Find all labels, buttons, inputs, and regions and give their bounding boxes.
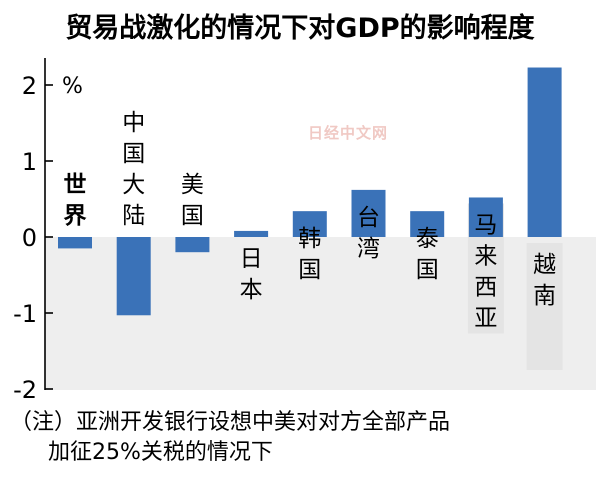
y-tick-label: 2 bbox=[22, 72, 37, 100]
watermark-logo: 日经中文网 bbox=[308, 124, 389, 142]
bar-1 bbox=[116, 237, 151, 316]
bar-3 bbox=[234, 230, 269, 237]
category-label-char: 台 bbox=[357, 205, 380, 231]
category-label-char: 南 bbox=[533, 283, 556, 309]
category-label-char: 西 bbox=[474, 274, 497, 300]
bar-6 bbox=[410, 211, 445, 237]
bar-2 bbox=[175, 237, 210, 253]
y-tick-label: 0 bbox=[22, 224, 37, 252]
category-label-char: 美 bbox=[181, 172, 204, 198]
bar-0 bbox=[58, 237, 92, 249]
category-label-char: 界 bbox=[64, 203, 87, 229]
category-label-char: 亚 bbox=[474, 305, 497, 331]
bar-4 bbox=[292, 211, 327, 237]
label-panel bbox=[526, 243, 563, 370]
chart-title: 贸易战激化的情况下对GDP的影响程度 bbox=[65, 13, 535, 44]
footnote-line-1: （注）亚洲开发银行设想中美对对方全部产品 bbox=[10, 410, 451, 435]
category-label-char: 国 bbox=[181, 203, 204, 229]
category-label-char: 来 bbox=[474, 243, 497, 269]
y-unit-label: % bbox=[62, 74, 83, 99]
category-label-char: 马 bbox=[474, 212, 497, 238]
category-label-char: 本 bbox=[240, 277, 263, 303]
category-label-char: 陆 bbox=[122, 203, 145, 229]
footnote: （注）亚洲开发银行设想中美对对方全部产品 加征25%关税的情况下 bbox=[10, 408, 595, 468]
y-tick-label: -1 bbox=[13, 300, 37, 328]
bar-5 bbox=[351, 189, 386, 237]
bar-7 bbox=[468, 197, 503, 237]
category-label-char: 国 bbox=[298, 257, 321, 283]
category-label-char: 国 bbox=[416, 257, 439, 283]
category-label-char: 世 bbox=[64, 172, 87, 198]
category-label-char: 越 bbox=[533, 252, 556, 278]
category-label-char: 大 bbox=[122, 172, 145, 198]
category-label-char: 中 bbox=[122, 110, 145, 136]
y-tick-label: 1 bbox=[22, 148, 37, 176]
category-label-char: 国 bbox=[122, 141, 145, 167]
y-tick-label: -2 bbox=[13, 376, 37, 404]
bar-8 bbox=[527, 67, 562, 238]
footnote-line-2: 加征25%关税的情况下 bbox=[48, 440, 273, 465]
category-label-char: 湾 bbox=[357, 236, 380, 262]
category-label-char: 日 bbox=[240, 246, 263, 272]
category-label-char: 韩 bbox=[298, 226, 321, 252]
category-label-char: 泰 bbox=[416, 226, 439, 252]
